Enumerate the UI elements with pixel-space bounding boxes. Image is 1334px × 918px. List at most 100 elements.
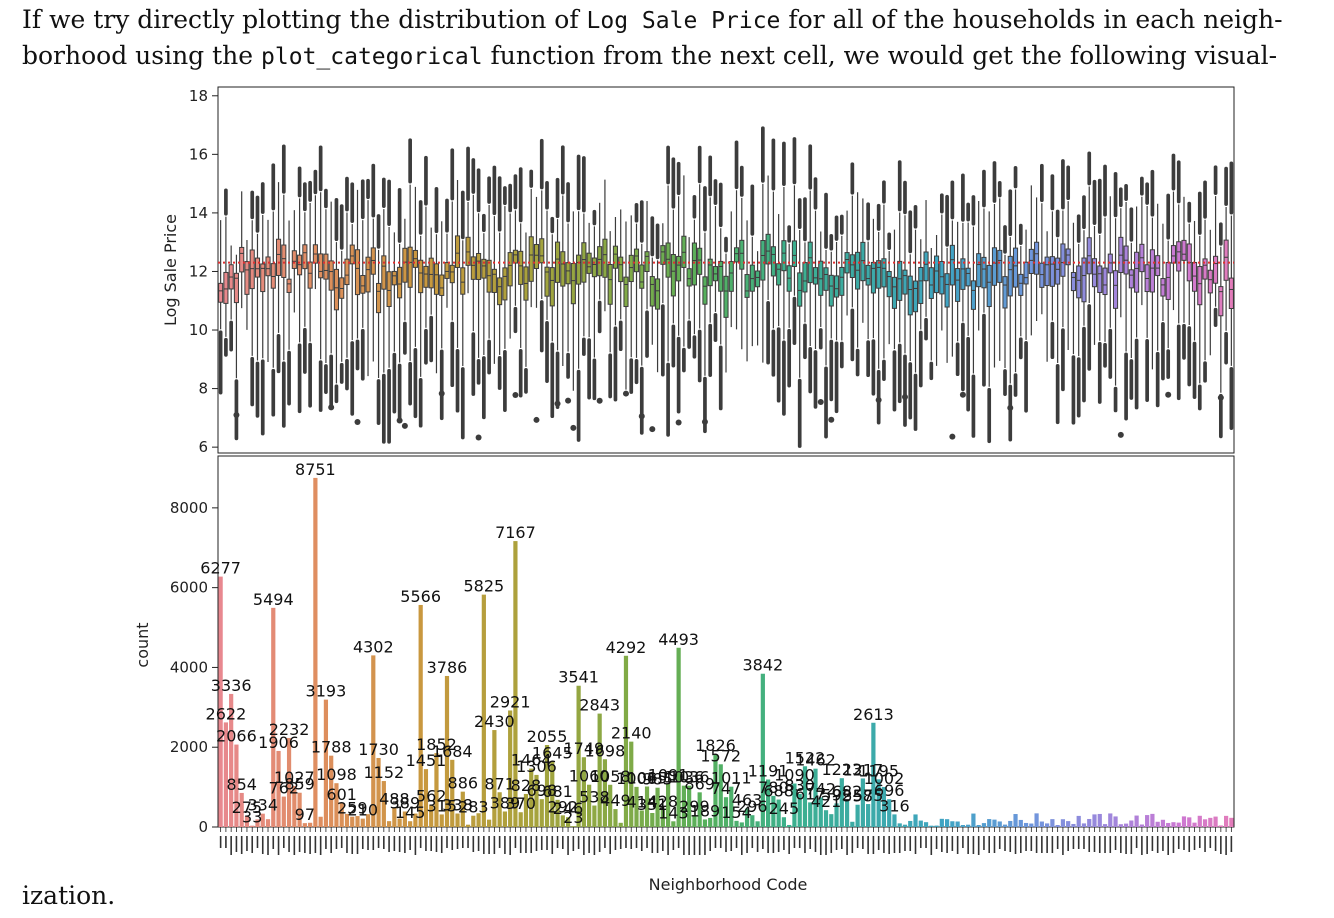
bar-value-label: 334: [247, 796, 278, 815]
bar-value-label: 292: [548, 797, 579, 816]
bar-value-label: 1906: [258, 733, 299, 752]
count-bar: [1071, 823, 1076, 827]
count-bar: [1202, 819, 1208, 827]
box-iqr: [539, 238, 545, 264]
bar-value-label: 428: [648, 792, 679, 811]
bar-value-label: 1060: [569, 767, 610, 786]
bar-value-label: 1464: [511, 751, 552, 770]
bar-value-label: 4493: [658, 630, 699, 649]
count-bar: [244, 816, 250, 827]
box-iqr: [275, 238, 282, 276]
bar-value-label: 1462: [795, 751, 836, 770]
box-outlier: [401, 422, 408, 429]
box-iqr: [265, 256, 271, 277]
bar-value-label: 1091: [648, 765, 689, 784]
count-bar: [555, 799, 560, 827]
box-iqr: [655, 278, 661, 310]
box-iqr: [1191, 261, 1198, 292]
bar-value-label: 283: [458, 798, 489, 817]
count-bar: [1113, 816, 1118, 827]
box-iqr: [818, 260, 824, 296]
count-bar: [408, 821, 413, 827]
bar-value-label: 985: [642, 770, 673, 789]
box-iqr: [986, 264, 992, 308]
box-outlier: [1007, 404, 1014, 411]
bar-value-label: 3541: [558, 668, 599, 687]
box-iqr: [865, 264, 871, 286]
box-iqr: [597, 246, 603, 277]
count-bar: [1192, 822, 1197, 827]
box-iqr: [839, 266, 845, 296]
count-bar: [1108, 813, 1113, 827]
box-iqr: [1070, 272, 1077, 292]
count-bar: [392, 807, 397, 827]
count-bar: [239, 792, 244, 827]
box-iqr: [1170, 245, 1177, 264]
bar-value-label: 617: [795, 784, 826, 803]
box-iqr: [1128, 269, 1134, 289]
count-bar: [297, 792, 302, 827]
bar-value-label: 830: [784, 776, 815, 795]
count-bar: [413, 813, 418, 827]
bar-value-label: 189: [690, 801, 721, 820]
bar-value-label: 1788: [311, 738, 352, 757]
count-bar: [692, 815, 697, 827]
box-iqr: [644, 251, 650, 273]
box-iqr: [739, 239, 745, 270]
bar-value-label: 1098: [316, 765, 357, 784]
bar-value-label: 5494: [253, 590, 294, 609]
count-bar: [223, 722, 228, 827]
box-iqr: [570, 263, 576, 305]
bar-value-label: 5825: [463, 577, 504, 596]
bar-value-label: 2622: [206, 704, 247, 723]
count-bar: [776, 799, 781, 827]
bar-value-label: 351: [637, 795, 668, 814]
box-outlier: [1165, 391, 1172, 398]
box-iqr: [260, 263, 266, 293]
count-bar: [629, 741, 634, 827]
bar-value-label: 4292: [606, 638, 647, 657]
bar-plot-frame: [217, 455, 1235, 828]
count-bar: [934, 825, 939, 827]
line3-text: ization.: [22, 881, 116, 910]
count-bar: [639, 810, 644, 827]
box-iqr: [391, 270, 397, 286]
count-bar: [376, 757, 381, 827]
box-y-axis: 6 8 10 12 14 16 18: [189, 87, 218, 456]
bar-value-label: 3842: [742, 656, 783, 675]
count-bar: [866, 804, 871, 827]
count-bar: [923, 822, 929, 827]
box-iqr: [797, 272, 803, 307]
box-outlier: [596, 397, 603, 404]
box-iqr: [1197, 266, 1203, 306]
box-plot-panel: 6 8 10 12 14 16 18 Log Sale Price: [161, 86, 1235, 456]
box-iqr: [497, 277, 503, 306]
count-bar: [634, 786, 639, 827]
box-iqr: [1149, 249, 1155, 293]
count-bar: [1034, 813, 1039, 827]
count-bar: [971, 813, 976, 827]
count-bar: [571, 826, 576, 827]
box-iqr: [760, 240, 766, 281]
bar-value-label: 1645: [532, 743, 573, 762]
count-bar: [1160, 819, 1166, 827]
box-iqr: [923, 251, 929, 282]
count-bar: [286, 737, 292, 827]
count-bar: [1134, 815, 1139, 827]
count-bar: [1002, 824, 1008, 827]
box-iqr: [897, 260, 903, 301]
box-iqr: [576, 254, 582, 285]
count-bar: [697, 792, 702, 827]
count-bar: [397, 818, 402, 827]
box-iqr: [939, 261, 945, 295]
count-bar: [792, 783, 797, 827]
box-outlier: [554, 400, 561, 407]
count-bar: [992, 819, 997, 827]
bar-value-label: 33: [242, 808, 262, 827]
box-iqr: [618, 256, 624, 283]
inline-code-plot-categorical: plot_categorical: [261, 44, 483, 70]
count-bar: [1045, 823, 1050, 827]
count-bar: [471, 815, 476, 827]
box-iqr: [781, 240, 787, 272]
